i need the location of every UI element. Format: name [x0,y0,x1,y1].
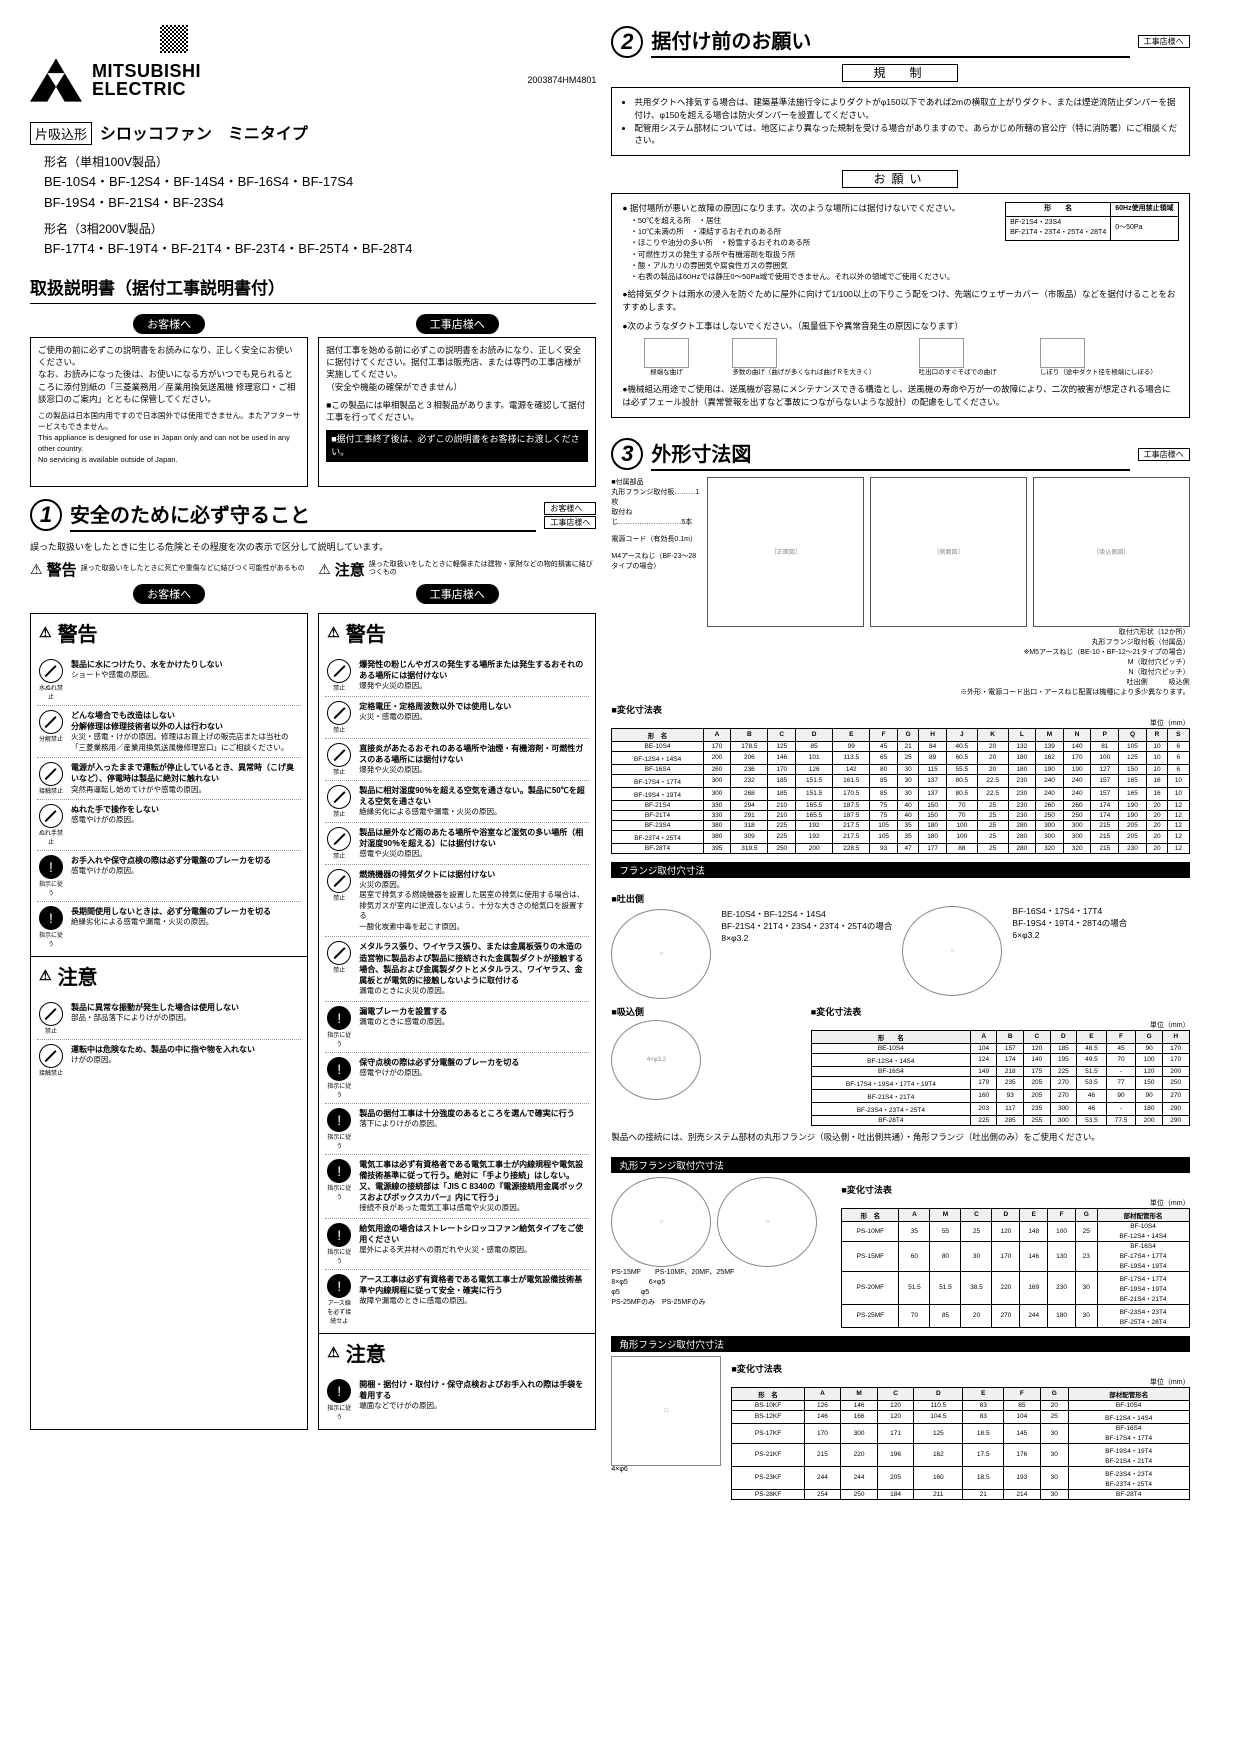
dimension-table: 形 名ABCDEFGHJKLMNPQRSBE-10S4170178.512585… [611,728,1189,854]
warn-item: 禁止製品は屋外など雨のあたる場所や浴室など湿気の多い場所（相対湿度90％を超える… [325,822,589,864]
round-flange-head: 丸形フランジ取付穴寸法 [611,1157,1189,1173]
tag-customer: お客様へ [544,502,596,515]
caution-icon: ⚠ [318,561,331,578]
warn-item: 接触禁止運転中は危険なため、製品の中に指や物を入れないけがの原因。 [37,1039,301,1081]
document-id: 2003874HM4801 [527,75,596,85]
manual-title: 取扱説明書（据付工事説明書付） [30,274,596,304]
duct-diagram [1040,338,1085,368]
warn-icon: ⚠ [30,561,43,578]
warn-item: ぬれ手禁止ぬれた手で操作をしない感電やけがの原因。 [37,799,301,850]
round-flange-table: 形 名AMCDEFG部材配管形名PS-10MF35552512014810025… [841,1208,1189,1328]
flange-in-diag: 4×φ3.2 [611,1020,701,1100]
models-100v: BE-10S4・BF-12S4・BF-14S4・BF-16S4・BF-17S4 … [44,172,596,214]
rule-item: 共用ダクトへ排気する場合は、建築基準法施行令によりダクトがφ150以下であれば2… [634,96,1178,122]
brand-name-2: ELECTRIC [92,80,201,98]
round-flange-diag-2: ○ [717,1177,817,1267]
warn-item: 分解禁止どんな場合でも改造はしない 分解修理は修理技術者以外の人は行わない火災・… [37,705,301,757]
warn-item: 禁止定格電圧・定格周波数以外では使用しない火災・感電の原因。 [325,696,589,738]
dimension-diagram-front: ［正面図］ [707,477,864,627]
warn-item: 禁止製品に異常な振動が発生した場合は使用しない部品・部品落下によりけがの原因。 [37,998,301,1039]
warn-item: !指示に従う漏電ブレーカを設置する漏電のときに感電の原因。 [325,1001,589,1052]
warn-header-left: 警告 [58,618,98,647]
angle-flange-diag: □ [611,1356,721,1466]
section-1-title: 安全のために必ず守ること [70,499,536,532]
warn-item: !指示に従うお手入れや保守点検の際は必ず分電盤のブレーカを切る感電やけがの原因。 [37,850,301,901]
models-200v: BF-17T4・BF-19T4・BF-21T4・BF-23T4・BF-25T4・… [44,239,596,260]
warn-item: !指示に従う長期間使用しないときは、必ず分電盤のブレーカを切る絶縁劣化による感電… [37,901,301,952]
dimension-diagram-side: ［側面図］ [870,477,1027,627]
tag-shop: 工事店様へ [544,516,596,529]
duct-diagram [919,338,964,368]
dimension-diagram-rear: ［吸込側図］ [1033,477,1190,627]
warn-item: 禁止爆発性の粉じんやガスの発生する場所または発生するおそれのある場所には据付けな… [325,655,589,696]
duct-diagram [644,338,689,368]
warn-item: !指示に従う給気用途の場合はストレートシロッコファン給気タイプをご使用ください屋… [325,1218,589,1269]
warn-item: 接触禁止電源が入ったままで運転が停止しているとき、異常時（こげ臭いなど）、停電時… [37,757,301,799]
angle-flange-table: 形 名AMCDEFG部材配管形名BS-10KF126146120110.5838… [731,1387,1189,1500]
rule-box: 共用ダクトへ排気する場合は、建築基準法施行令によりダクトがφ150以下であれば2… [611,87,1189,156]
warn-item: 禁止製品に相対湿度90％を超える空気を通さない。製品に50℃を超える空気を通さな… [325,780,589,822]
brand-name-1: MITSUBISHI [92,62,201,80]
flange-dim-table: 形 名ABCDEFGHBE-10S410415712018548.5459017… [811,1030,1190,1126]
flange-out-diag-1: ○ [611,909,711,999]
warn-item: 禁止直接炎があたるおそれのある場所や油煙・有機溶剤・可燃性ガスのある場所には据付… [325,738,589,780]
shop-notice: 据付工事を始める前に必ずこの説明書をお読みになり、正しく安全に据付けてください。… [318,337,596,487]
wish-box: 形 名60Hz使用禁止領域 BF-21S4・23S4 BF-21T4・23T4・… [611,193,1189,418]
caution-header-right: 注意 [346,1338,386,1367]
section-2-title: 据付け前のお願い [651,25,1129,58]
caution-header-left: 注意 [58,961,98,990]
customer-notice: ご使用の前に必ずこの説明書をお読みになり、正しく安全にお使いください。 なお、お… [30,337,308,487]
qr-code [160,25,188,53]
angle-flange-head: 角形フランジ取付穴寸法 [611,1336,1189,1352]
dim-table-head: ■変化寸法表 [611,703,1189,716]
brand-logo: MITSUBISHI ELECTRIC [30,58,201,102]
wish-head: お願い [842,170,958,188]
round-flange-diag-1: ○ [611,1177,711,1267]
warn-item: 禁止燃焼機器の排気ダクトには据付けない火災の原因。 居室で排気する燃焼機器を設置… [325,864,589,937]
models-200v-label: 形名（3相200V製品） [44,220,596,239]
freq-table: 形 名60Hz使用禁止領域 BF-21S4・23S4 BF-21T4・23T4・… [1005,202,1178,241]
mitsubishi-mark-icon [30,58,82,102]
models-100v-label: 形名（単相100V製品） [44,153,596,172]
section-1-num: 1 [30,499,62,531]
warn-item: !指示に従う開梱・据付け・取付け・保守点検およびお手入れの際は手袋を着用する端面… [325,1375,589,1425]
warn-item: !指示に従う電気工事は必ず有資格者である電気工事士が内線規程や電気設備技術基準に… [325,1154,589,1218]
parts-note: ■付属部品 丸形フランジ取付板………1枚 取付ねじ………………………5本 電源コ… [611,477,701,571]
warn-header-right: 警告 [346,618,386,647]
warn-intro: 誤った取扱いをしたときに生じる危険とその程度を次の表示で区分して説明しています。 [30,540,596,553]
flange-note: 製品への接続には、別売システム部材の丸形フランジ（吸込側・吐出側共通）・角形フラ… [611,1132,1189,1143]
product-type: シロッコファン ミニタイプ [100,126,308,143]
section-3-title: 外形寸法図 [651,438,1129,471]
shop-pill: 工事店様へ [416,314,499,334]
section-3-num: 3 [611,438,643,470]
duct-diagram [732,338,777,368]
warn-item: 禁止メタルラス張り、ワイヤラス張り、または金属板張りの木造の造営物に製品および製… [325,936,589,1000]
warn-item: !アース線を必ず接続せよアース工事は必ず有資格者である電気工事士が電気設備技術基… [325,1269,589,1329]
rule-head: 規 制 [842,64,958,82]
warn-item: 水ぬれ禁止製品に水につけたり、水をかけたりしないショートや感電の原因。 [37,655,301,705]
flange-out-diag-2: ○ [902,906,1002,996]
type-box: 片吸込形 [30,122,92,145]
warn-item: !指示に従う保守点検の際は必ず分電盤のブレーカを切る感電やけがの原因。 [325,1052,589,1103]
section-2-num: 2 [611,26,643,58]
flange-head: フランジ取付穴寸法 [611,862,1189,878]
customer-pill: お客様へ [133,314,205,334]
warn-item: !指示に従う製品の据付工事は十分強度のあるところを選んで確実に行う落下によりけが… [325,1103,589,1154]
rule-item: 配管用システム部材については、地区により異なった規制を受ける場合がありますので、… [634,122,1178,148]
